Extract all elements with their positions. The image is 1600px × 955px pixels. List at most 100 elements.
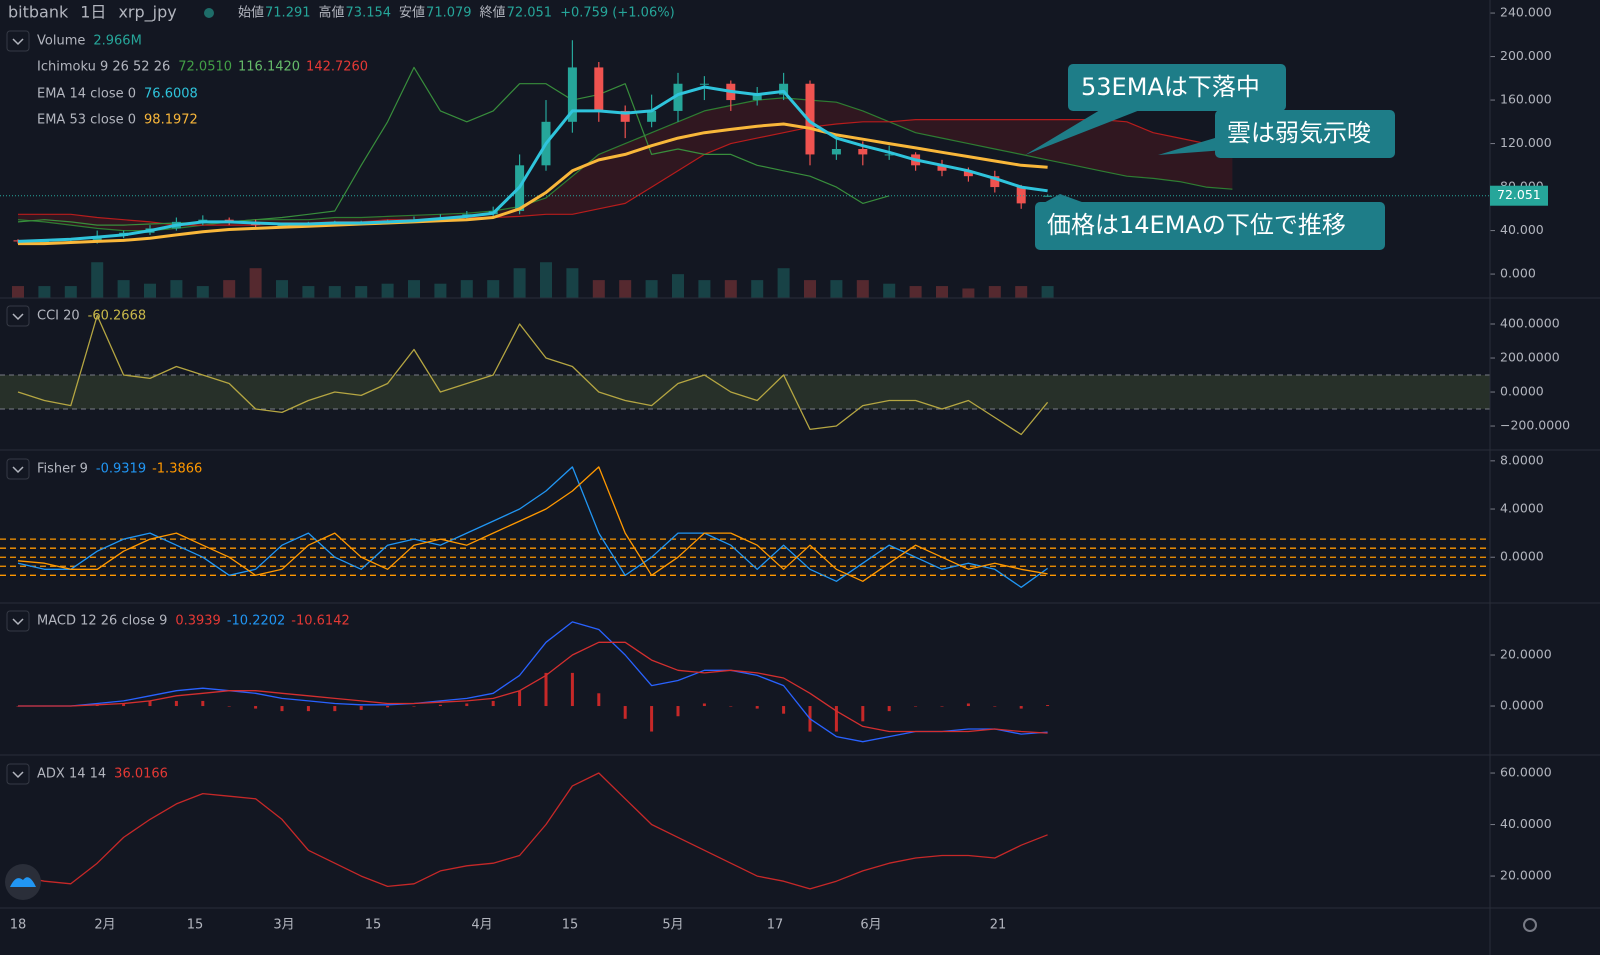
y-tick-label: 200.000: [1500, 48, 1552, 63]
histogram-bar: [174, 700, 178, 707]
histogram-bar: [122, 703, 126, 707]
header-open: 71.291: [265, 6, 311, 21]
y-tick-label: 120.000: [1500, 135, 1552, 150]
legend-value: 98.1972: [144, 113, 198, 128]
x-tick-label: 5月: [662, 918, 683, 933]
candle-body: [831, 149, 841, 155]
volume-bar: [566, 268, 579, 298]
candle-body: [567, 67, 577, 122]
legend-value: 36.0166: [114, 767, 168, 782]
interval[interactable]: 1日: [80, 3, 106, 22]
collapse-chevron: [12, 771, 24, 779]
y-tick-label: 200.0000: [1500, 350, 1560, 365]
y-tick-label: 20.0000: [1500, 868, 1552, 883]
histogram-bar: [940, 706, 944, 707]
volume-bar: [170, 280, 183, 298]
series-line: [17, 314, 1049, 436]
y-tick-label: 60.0000: [1500, 765, 1552, 780]
volume-bar: [830, 280, 843, 298]
legend-value: -10.2202: [227, 614, 285, 629]
histogram-bar: [359, 706, 363, 710]
series-line: [18, 621, 1048, 743]
candle-body: [594, 67, 604, 111]
collapse-chevron: [12, 466, 24, 474]
histogram-bar: [1046, 705, 1050, 707]
panel: 20.0000 40.0000 60.0000: [0, 754, 1600, 890]
volume-bar: [936, 286, 948, 298]
legend-label: ADX 14 14: [37, 767, 106, 782]
legend-value: 72.0510: [178, 60, 232, 75]
histogram-bar: [887, 706, 891, 712]
candle-body: [620, 110, 630, 122]
histogram-bar: [597, 693, 601, 707]
histogram-bar: [623, 706, 627, 719]
volume-bar: [460, 280, 473, 298]
annotation: 価格は14EMAの下位で推移: [1047, 211, 1346, 239]
legend-value: 2.966M: [93, 34, 141, 49]
y-tick-label: 4.0000: [1500, 501, 1544, 516]
legend-label: EMA 14 close 0: [37, 87, 136, 102]
histogram-bar: [280, 706, 284, 712]
volume-bar: [1015, 286, 1028, 298]
ichimoku-lagging: [17, 66, 890, 226]
x-tick-label: 3月: [273, 918, 294, 933]
candle-body: [39, 241, 49, 243]
histogram-bar: [306, 706, 310, 712]
x-tick-label: 2月: [94, 918, 115, 933]
legend-value: -0.9319: [96, 462, 146, 477]
volume-bar: [196, 286, 209, 298]
legend-label: Fisher 9: [37, 462, 88, 477]
volume-bar: [381, 283, 394, 298]
histogram-bar: [702, 703, 706, 707]
x-tick-label: 4月: [471, 918, 492, 933]
legend-value: -60.2668: [88, 309, 146, 324]
volume-bar: [1041, 286, 1054, 298]
collapse-button[interactable]: [6, 763, 30, 785]
series-line: [18, 122, 1048, 246]
collapse-button[interactable]: [6, 30, 30, 52]
x-tick-label: 6月: [860, 918, 881, 933]
candle-body: [752, 94, 762, 101]
histogram-bar: [201, 700, 205, 707]
header-close: 72.051: [507, 6, 553, 21]
collapse-chevron: [12, 618, 24, 626]
series-line: [18, 641, 1048, 734]
volume-bar: [698, 280, 711, 298]
ichimoku-cloud: [18, 97, 1233, 231]
series-line: [17, 85, 1048, 243]
callout-pointer: [1025, 110, 1140, 155]
candle-body: [990, 176, 1000, 188]
collapse-chevron: [12, 313, 24, 321]
x-tick-label: 21: [990, 918, 1007, 933]
collapse-button[interactable]: [6, 610, 30, 632]
histogram-bar: [729, 706, 733, 707]
volume-bar: [619, 280, 632, 298]
legend-label: Ichimoku 9 26 52 26: [37, 60, 170, 75]
last-price-tag: [1490, 185, 1548, 206]
callout-box: [1068, 64, 1286, 111]
legend-value: -1.3866: [152, 462, 202, 477]
callout-box: [1035, 202, 1385, 250]
histogram-bar: [465, 703, 469, 707]
volume-bar: [223, 280, 236, 298]
collapse-button[interactable]: [6, 458, 30, 480]
panel: 0.0000 4.0000 8.0000: [0, 449, 1600, 588]
settings-icon[interactable]: [1523, 918, 1537, 932]
volume-bar: [434, 283, 447, 298]
volume-bar: [751, 280, 764, 298]
volume-bar: [883, 283, 896, 298]
candle-body: [805, 83, 815, 155]
legend-label: Volume: [37, 34, 85, 49]
panel: 0.0000 20.0000: [0, 602, 1600, 743]
header-open-label: 始値: [238, 5, 264, 21]
annotation: 53EMAは下落中: [1081, 73, 1260, 101]
header: bitbank 1日 xrp_jpy: [8, 3, 214, 23]
collapse-button[interactable]: [6, 305, 30, 327]
volume-bar: [249, 268, 262, 298]
x-tick-label: 15: [562, 918, 579, 933]
volume-bar: [408, 280, 420, 298]
volume-bar: [302, 286, 315, 298]
legend-value: 142.7260: [306, 60, 368, 75]
y-tick-label: 0.0000: [1500, 698, 1544, 713]
histogram-bar: [650, 706, 654, 732]
